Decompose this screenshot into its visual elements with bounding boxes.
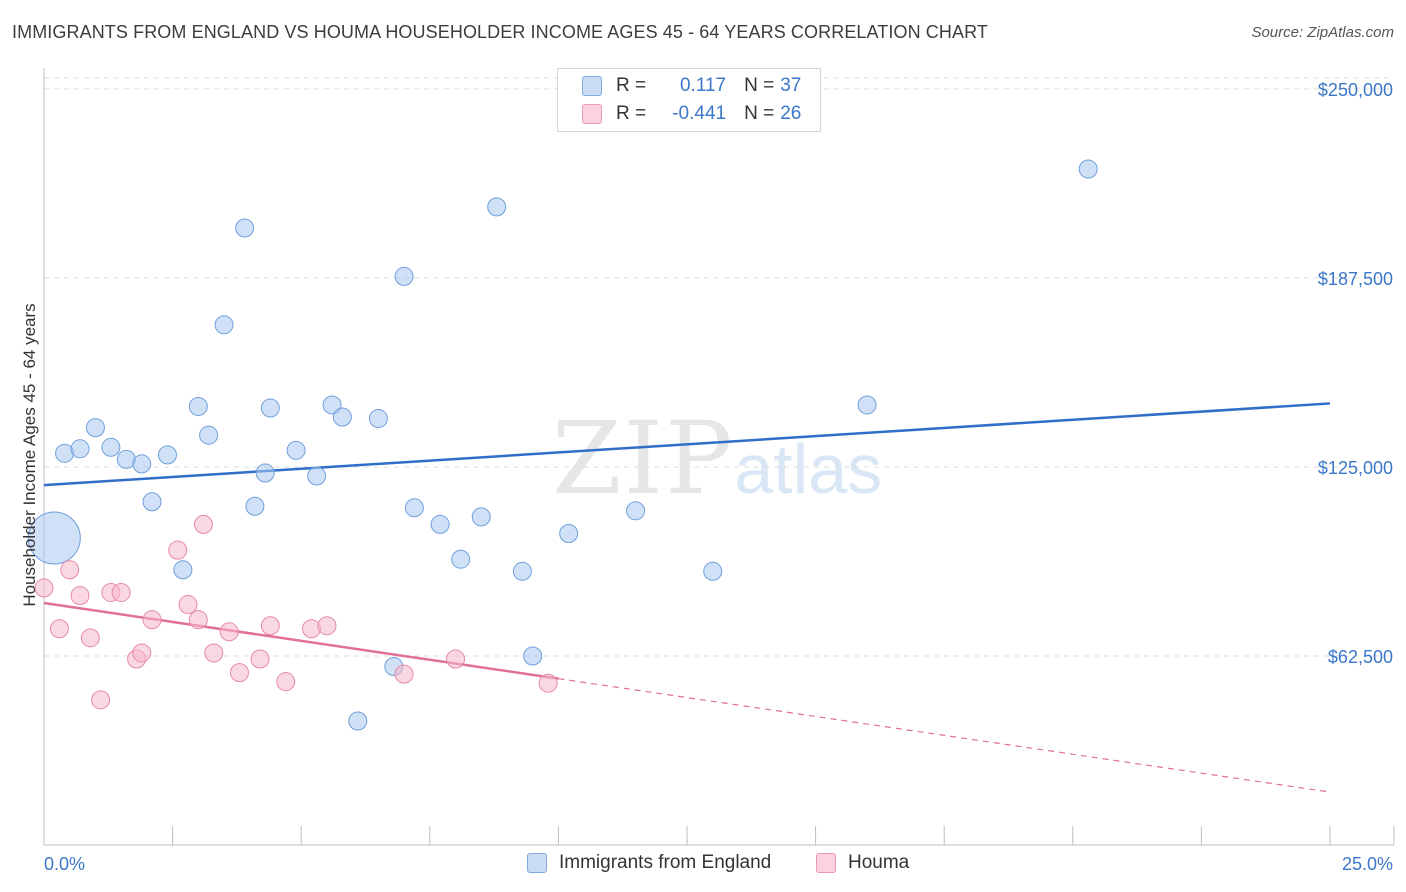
england-point	[404, 498, 424, 518]
england-point	[70, 439, 90, 459]
watermark-atlas: atlas	[734, 430, 883, 508]
bottom-legend-label-england: Immigrants from England	[559, 852, 772, 873]
houma-trend-extension	[558, 678, 1331, 793]
houma-point	[301, 619, 321, 639]
england-point	[559, 523, 579, 543]
y-tick-label: $125,000	[1318, 458, 1393, 478]
legend-swatch-houma	[582, 104, 602, 124]
houma-point	[60, 560, 80, 580]
x-tick-label: 0.0%	[44, 854, 85, 874]
legend-swatch-england	[582, 76, 602, 96]
y-tick-label: $250,000	[1318, 80, 1393, 100]
houma-point	[34, 578, 54, 598]
trend-lines	[43, 402, 1331, 793]
legend-n-value: 37	[780, 75, 802, 96]
bottom-legend-label-houma: Houma	[848, 852, 910, 873]
legend-r-value: -0.441	[672, 103, 727, 124]
houma-point	[260, 616, 280, 636]
houma-point	[142, 610, 162, 630]
legend-r-label: R =	[616, 75, 647, 96]
houma-point	[219, 622, 239, 642]
houma-point	[250, 649, 270, 669]
england-point	[703, 561, 723, 581]
correlation-legend: R = 0.117 N = 37 R = -0.441 N = 26	[557, 68, 821, 132]
england-point	[471, 507, 491, 527]
england-point	[199, 425, 219, 445]
england-point	[368, 409, 388, 429]
watermark-zip: ZIP	[552, 400, 735, 517]
england-point	[235, 218, 255, 238]
x-tick-label: 25.0%	[1342, 854, 1393, 874]
houma-point	[229, 663, 249, 683]
legend-n-label: N =	[744, 75, 775, 96]
england-point	[85, 418, 105, 438]
houma-point	[132, 643, 152, 663]
legend-n-value: 26	[780, 103, 802, 124]
england-point	[512, 561, 532, 581]
chart-title: IMMIGRANTS FROM ENGLAND VS HOUMA HOUSEHO…	[12, 22, 988, 42]
england-point	[260, 398, 280, 418]
houma-point	[70, 585, 90, 605]
bottom-legend-swatch-houma	[816, 853, 836, 873]
england-point	[857, 395, 877, 415]
x-tick-labels: 0.0% 25.0%	[44, 854, 1393, 874]
axes	[43, 68, 1395, 846]
houma-point	[80, 628, 100, 648]
houma-point	[193, 514, 213, 534]
england-point	[101, 437, 121, 457]
watermark: ZIPatlas	[552, 400, 882, 517]
houma-point	[538, 673, 558, 693]
england-point	[132, 454, 152, 474]
houma-point	[91, 690, 111, 710]
england-point	[142, 492, 162, 512]
england-point	[245, 496, 265, 516]
data-points	[27, 159, 1098, 731]
houma-point	[204, 643, 224, 663]
england-point	[332, 407, 352, 427]
y-tick-label: $187,500	[1318, 269, 1393, 289]
england-point	[1078, 159, 1098, 179]
y-tick-labels: $62,500 $125,000 $187,500 $250,000	[1318, 80, 1393, 667]
england-point	[157, 445, 177, 465]
houma-point	[178, 595, 198, 615]
legend-row-houma: R = -0.441 N = 26	[582, 101, 801, 127]
houma-point	[49, 619, 69, 639]
england-point	[348, 711, 368, 731]
england-point	[173, 560, 193, 580]
england-point	[322, 395, 342, 415]
england-point	[523, 646, 543, 666]
england-point	[626, 501, 646, 521]
legend-n-label: N =	[744, 103, 775, 124]
england-point	[307, 466, 327, 486]
houma-point	[168, 540, 188, 560]
houma-point	[188, 610, 208, 630]
bottom-legend-swatch-england	[527, 853, 547, 873]
england-point	[27, 511, 81, 565]
houma-trend-line	[43, 601, 559, 680]
legend-r-value: 0.117	[679, 75, 727, 96]
england-point	[487, 197, 507, 217]
england-point	[394, 266, 414, 286]
y-axis-label: Householder Income Ages 45 - 64 years	[20, 303, 39, 606]
england-point	[286, 440, 306, 460]
england-point	[214, 315, 234, 335]
source-label: Source: ZipAtlas.com	[1251, 24, 1394, 41]
england-point	[451, 549, 471, 569]
bottom-legend-houma: Houma	[816, 852, 909, 874]
houma-point	[317, 616, 337, 636]
legend-r-label: R =	[616, 103, 647, 124]
houma-point	[276, 672, 296, 692]
england-trend-line	[43, 402, 1331, 487]
england-point	[430, 514, 450, 534]
houma-point	[394, 664, 414, 684]
bottom-legend-england: Immigrants from England	[527, 852, 771, 874]
houma-point	[111, 582, 131, 602]
y-tick-label: $62,500	[1328, 647, 1393, 667]
legend-row-england: R = 0.117 N = 37	[582, 73, 801, 99]
england-point	[188, 396, 208, 416]
england-point	[255, 463, 275, 483]
houma-point	[446, 649, 466, 669]
